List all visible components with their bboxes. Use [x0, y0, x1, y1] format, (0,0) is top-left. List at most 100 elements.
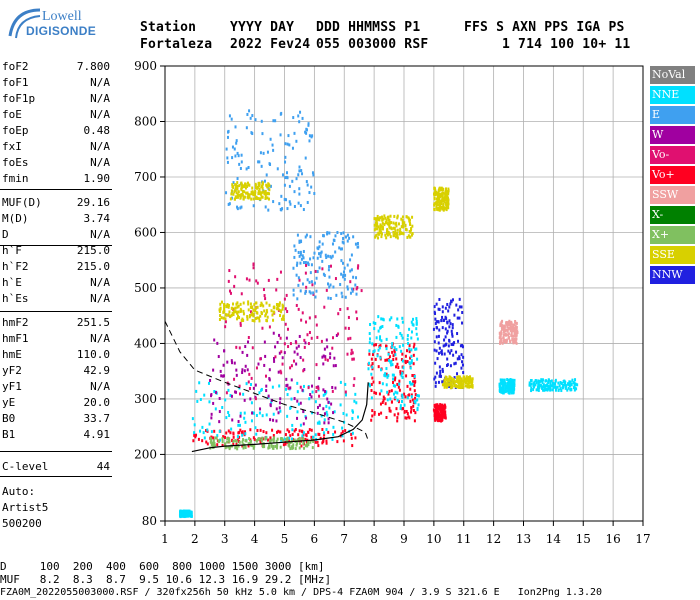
echo-point — [376, 354, 379, 358]
echo-point — [443, 382, 446, 386]
echo-point — [460, 366, 463, 370]
echo-point — [382, 399, 385, 403]
echo-point — [511, 338, 514, 342]
echo-point — [251, 191, 254, 195]
echo-point — [460, 305, 463, 309]
echo-point — [436, 415, 439, 419]
echo-point — [218, 309, 221, 313]
echo-point — [295, 177, 298, 181]
echo-point — [371, 414, 374, 418]
echo-point — [285, 384, 288, 388]
echo-point — [348, 236, 351, 240]
echo-point — [305, 434, 308, 438]
echo-point — [352, 275, 355, 279]
echo-point — [289, 434, 292, 438]
echo-point — [235, 439, 238, 443]
param-key: foE — [2, 108, 22, 121]
echo-point — [332, 425, 335, 429]
echo-point — [314, 295, 317, 299]
echo-point — [288, 430, 291, 434]
echo-point — [317, 385, 320, 389]
echo-point — [282, 317, 285, 321]
echo-point — [315, 289, 318, 293]
echo-point — [304, 235, 307, 239]
echo-point — [499, 331, 502, 335]
param-key: B1 — [2, 428, 16, 441]
echo-point — [549, 385, 552, 389]
echo-point — [314, 440, 317, 444]
echo-point — [282, 438, 285, 442]
echo-point — [512, 327, 515, 331]
echo-point — [512, 341, 515, 345]
echo-point — [449, 302, 452, 306]
echo-point — [298, 169, 301, 173]
echo-point — [392, 354, 395, 358]
echo-point — [303, 368, 306, 372]
echo-point — [370, 418, 373, 422]
echo-point — [381, 225, 384, 229]
echo-point — [448, 305, 451, 309]
echo-point — [276, 430, 279, 434]
echo-point — [247, 302, 250, 306]
echo-point — [417, 394, 420, 398]
echo-point — [355, 401, 358, 405]
echo-point — [346, 239, 349, 243]
echo-point — [248, 437, 251, 441]
echo-point — [216, 434, 219, 438]
param-value: N/A — [90, 332, 110, 345]
echo-point — [234, 275, 237, 279]
echo-point — [396, 419, 399, 423]
echo-point — [513, 340, 516, 344]
echo-point — [382, 395, 385, 399]
echo-point — [574, 378, 577, 382]
echo-point — [222, 310, 225, 314]
echo-point — [318, 266, 321, 270]
echo-point — [238, 184, 241, 188]
echo-point — [405, 409, 408, 413]
echo-point — [239, 206, 242, 210]
param-key: M(D) — [2, 212, 29, 225]
echo-point — [444, 195, 447, 199]
echo-point — [438, 374, 441, 378]
echo-point — [405, 416, 408, 420]
echo-point — [255, 432, 258, 436]
echo-point — [301, 116, 304, 120]
echo-point — [310, 263, 313, 267]
echo-point — [235, 390, 238, 394]
echo-point — [239, 414, 242, 418]
echo-point — [318, 421, 321, 425]
echo-point — [306, 200, 309, 204]
echo-point — [442, 407, 445, 411]
echo-point — [453, 384, 456, 388]
echo-point — [252, 446, 255, 450]
echo-point — [386, 398, 389, 402]
echo-point — [258, 181, 261, 185]
echo-point — [304, 444, 307, 448]
echo-point — [401, 223, 404, 227]
echo-point — [287, 386, 290, 390]
echo-point — [236, 317, 239, 321]
x-tick-label: 1 — [161, 532, 169, 546]
echo-point — [432, 327, 435, 331]
echo-point — [561, 385, 564, 389]
echo-point — [206, 428, 209, 432]
autoscale-code: 500200 — [2, 517, 42, 530]
echo-point — [553, 382, 556, 386]
echo-point — [461, 379, 464, 383]
echo-point — [245, 191, 248, 195]
echo-point — [455, 350, 458, 354]
legend-item: X- — [650, 206, 695, 224]
echo-point — [407, 341, 410, 345]
echo-point — [322, 388, 325, 392]
echo-point — [408, 235, 411, 239]
echo-point — [254, 316, 257, 320]
param-key: yF2 — [2, 364, 22, 377]
echo-point — [252, 262, 255, 266]
echo-point — [384, 402, 387, 406]
echo-point — [355, 276, 358, 280]
echo-point — [454, 384, 457, 388]
echo-point — [247, 300, 250, 304]
echo-point — [433, 191, 436, 195]
echo-point — [368, 349, 371, 353]
echo-point — [439, 372, 442, 376]
